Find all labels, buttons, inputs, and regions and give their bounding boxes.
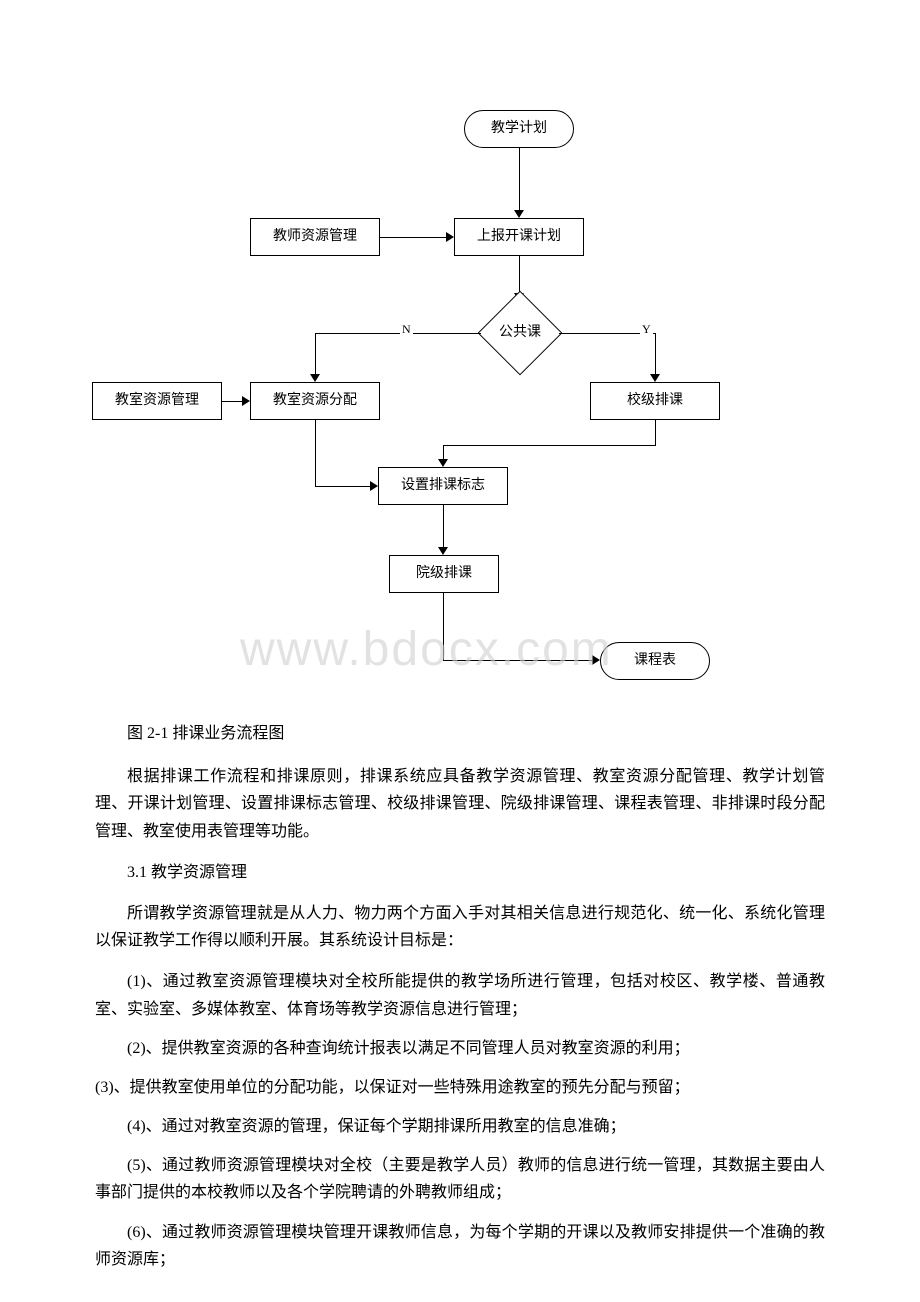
figure-caption: 图 2-1 排课业务流程图 xyxy=(95,720,825,747)
node-teaching-plan: 教学计划 xyxy=(464,110,574,148)
edge-arrowhead xyxy=(370,481,378,491)
node-label: 上报开课计划 xyxy=(477,227,561,247)
node-label: 教学计划 xyxy=(491,119,547,139)
edge-arrowhead xyxy=(438,459,448,467)
edge-line xyxy=(380,237,446,238)
list-item-5: (5)、通过教师资源管理模块对全校（主要是教学人员）教师的信息进行统一管理，其数… xyxy=(95,1152,825,1206)
edge-line xyxy=(315,333,316,374)
edge-arrowhead xyxy=(650,374,660,382)
edge-line xyxy=(443,505,444,547)
edge-line xyxy=(315,333,481,334)
node-label: 教室资源分配 xyxy=(273,391,357,411)
node-label: 公共课 xyxy=(499,323,541,343)
node-label: 院级排课 xyxy=(416,564,472,584)
node-classroom-allocation: 教室资源分配 xyxy=(250,382,380,420)
edge-line xyxy=(443,445,656,446)
edge-label-no: N xyxy=(400,322,413,337)
node-label: 教室资源管理 xyxy=(115,391,199,411)
edge-line xyxy=(655,420,656,445)
edge-arrowhead xyxy=(310,374,320,382)
list-item-2: (2)、提供教室资源的各种查询统计报表以满足不同管理人员对教室资源的利用； xyxy=(95,1035,825,1062)
edge-line xyxy=(315,486,370,487)
list-item-3: (3)、提供教室使用单位的分配功能，以保证对一些特殊用途教室的预先分配与预留； xyxy=(95,1074,825,1101)
page-container: 教学计划 教师资源管理 上报开课计划 公共课 N xyxy=(0,0,920,1302)
node-course-plan: 上报开课计划 xyxy=(454,218,584,256)
node-teacher-resource: 教师资源管理 xyxy=(250,218,380,256)
edge-label-yes: Y xyxy=(640,322,653,337)
node-public-course-decision: 公共课 xyxy=(490,303,550,363)
document-text: 图 2-1 排课业务流程图 根据排课工作流程和排课原则，排课系统应具备教学资源管… xyxy=(95,720,825,1285)
node-label: 设置排课标志 xyxy=(401,476,485,496)
node-classroom-resource: 教室资源管理 xyxy=(92,382,222,420)
list-item-1: (1)、通过教室资源管理模块对全校所能提供的教学场所进行管理，包括对校区、教学楼… xyxy=(95,968,825,1022)
edge-line xyxy=(519,148,520,210)
edge-arrowhead xyxy=(514,210,524,218)
watermark: www.bdocx.com xyxy=(240,622,613,677)
node-school-scheduling: 校级排课 xyxy=(590,382,720,420)
node-set-scheduling-flag: 设置排课标志 xyxy=(378,467,508,505)
paragraph-intro: 根据排课工作流程和排课原则，排课系统应具备教学资源管理、教室资源分配管理、教学计… xyxy=(95,763,825,845)
list-item-4: (4)、通过对教室资源的管理，保证每个学期排课所用教室的信息准确； xyxy=(95,1113,825,1140)
node-course-table: 课程表 xyxy=(600,642,710,680)
node-department-scheduling: 院级排课 xyxy=(389,555,499,593)
edge-arrowhead xyxy=(242,396,250,406)
node-label: 课程表 xyxy=(634,651,676,671)
edge-arrowhead xyxy=(438,547,448,555)
list-item-6: (6)、通过教师资源管理模块管理开课教师信息，为每个学期的开课以及教师安排提供一… xyxy=(95,1219,825,1273)
node-label: 教师资源管理 xyxy=(273,227,357,247)
node-label: 校级排课 xyxy=(627,391,683,411)
edge-line xyxy=(222,401,242,402)
edge-arrowhead xyxy=(446,232,454,242)
edge-line xyxy=(443,445,444,459)
edge-line xyxy=(315,420,316,486)
paragraph-definition: 所谓教学资源管理就是从人力、物力两个方面入手对其相关信息进行规范化、统一化、系统… xyxy=(95,900,825,954)
edge-line xyxy=(655,333,656,374)
section-heading: 3.1 教学资源管理 xyxy=(95,859,825,886)
flowchart: 教学计划 教师资源管理 上报开课计划 公共课 N xyxy=(0,0,920,680)
